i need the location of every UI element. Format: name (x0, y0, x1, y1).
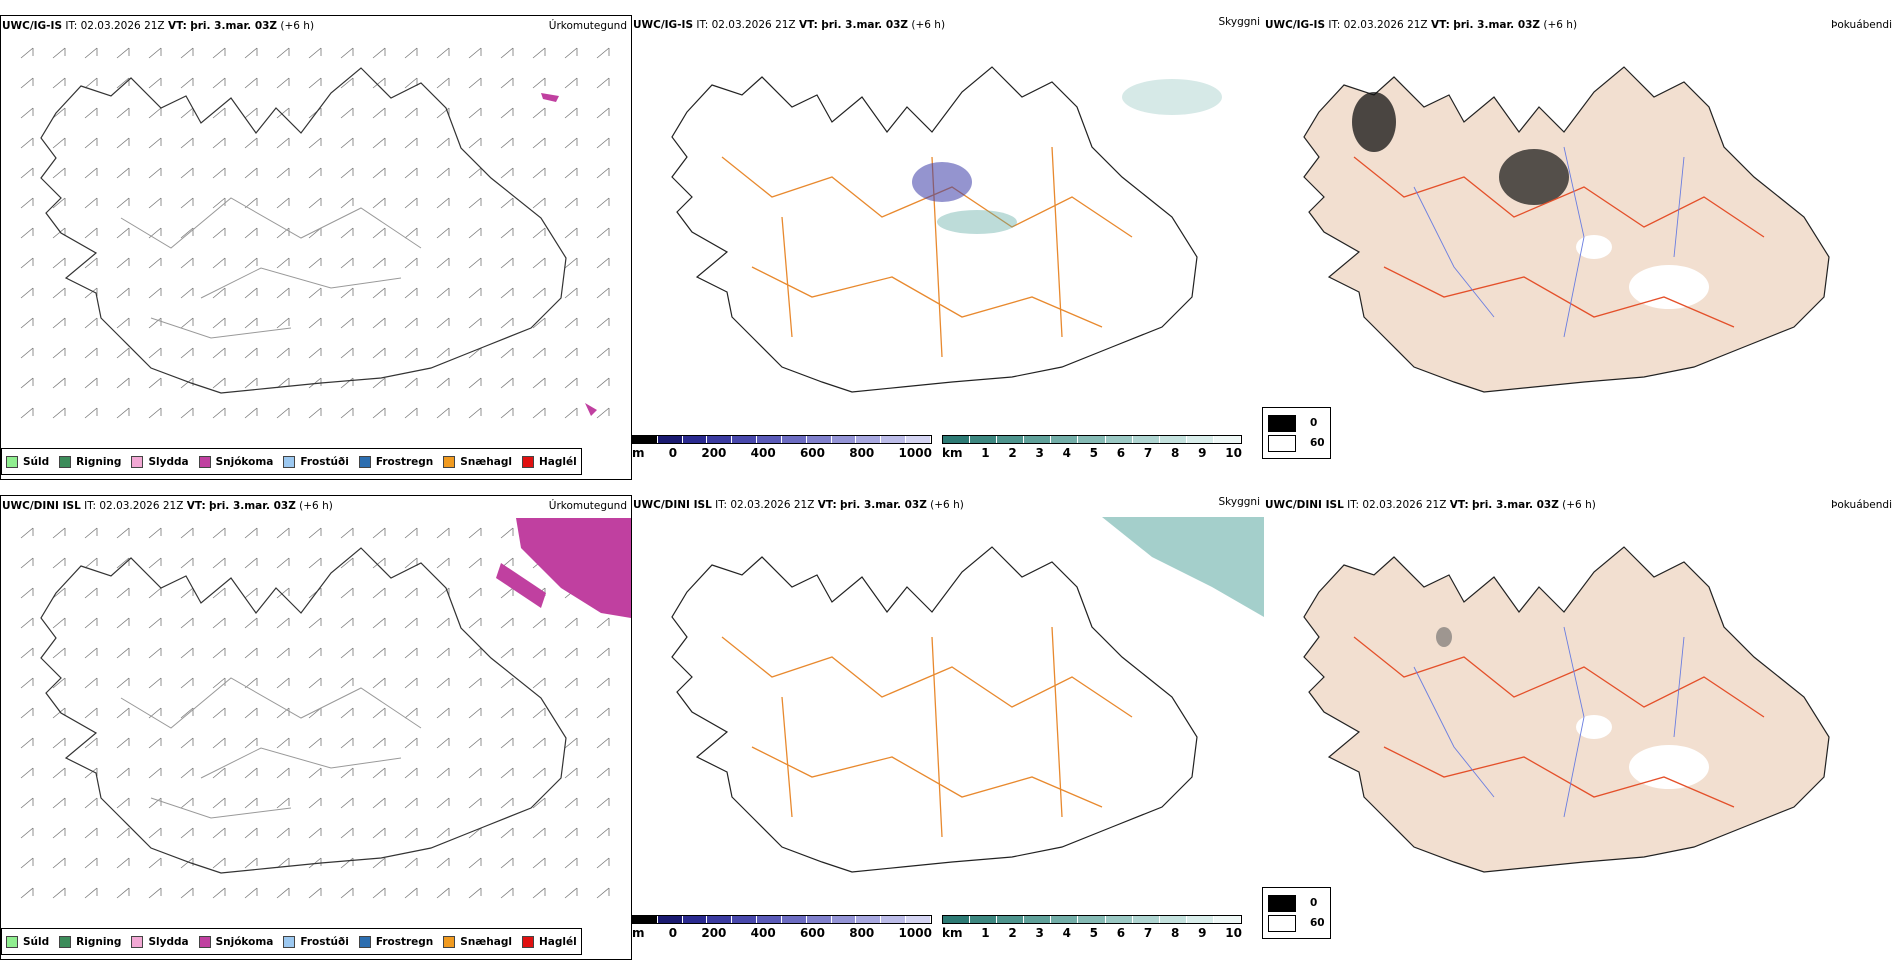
panel-title: Úrkomutegund (548, 20, 627, 32)
legend-item: Súld (6, 455, 50, 468)
iceland-cloud-map (671, 66, 1222, 393)
snow-area (496, 563, 546, 608)
legend-label: Súld (23, 455, 50, 468)
precip-type-legend: Súld Rigning Slydda Snjókoma Frostúði Frostre… (1, 448, 582, 475)
wind-barbs (20, 47, 610, 419)
legend-label: Snjókoma (215, 455, 274, 468)
panel-title: Skyggni (1218, 16, 1261, 28)
fog-index-key: 0 60 (1262, 407, 1331, 459)
legend-label: Frostregn (375, 935, 434, 948)
precip-type-panel-bottom: UWC/DINI ISL IT: 02.03.2026 21Z VT: þri.… (0, 495, 632, 960)
legend-label: Frostúði (300, 935, 349, 948)
ceiling-visibility-panel-top: UWC/IG-IS IT: 02.03.2026 21Z VT: þri. 3.… (632, 15, 1264, 480)
snow-area (516, 518, 631, 618)
legend-label: Rigning (76, 935, 122, 948)
legend-item: Frostregn (358, 455, 434, 468)
legend-item: Frostregn (358, 935, 434, 948)
panel-title: Þokuábendi (1831, 499, 1892, 511)
legend-label: Snæhagl (460, 935, 512, 948)
legend-item: Haglél (521, 935, 577, 948)
iceland-precip-map (20, 518, 631, 899)
panel-title: Skyggni (1218, 496, 1261, 508)
legend-swatch (358, 455, 371, 468)
panel-title: Úrkomutegund (548, 500, 627, 512)
precip-type-panel-top: UWC/IG-IS IT: 02.03.2026 21Z VT: þri. 3.… (0, 15, 632, 480)
legend-item: Snæhagl (443, 935, 512, 948)
legend-item: Frostúði (283, 455, 349, 468)
legend-swatch (443, 935, 456, 948)
iceland-cloud-map (671, 517, 1264, 873)
legend-swatch (59, 455, 72, 468)
legend-item: Haglél (521, 455, 577, 468)
legend-item: Frostúði (283, 935, 349, 948)
legend-swatch (59, 935, 72, 948)
legend-swatch (131, 455, 144, 468)
legend-swatch (443, 455, 456, 468)
panel-header: UWC/IG-IS IT: 02.03.2026 21Z VT: þri. 3.… (633, 19, 946, 31)
legend-item: Snjókoma (198, 935, 274, 948)
fog-index-panel-bottom: UWC/DINI ISL IT: 02.03.2026 21Z VT: þri.… (1262, 495, 1896, 960)
legend-label: Slydda (148, 935, 189, 948)
legend-swatch (521, 455, 534, 468)
legend-swatch (198, 455, 211, 468)
legend-label: Frostúði (300, 455, 349, 468)
legend-label: Haglél (538, 935, 577, 948)
legend-item: Súld (6, 935, 50, 948)
legend-swatch (521, 935, 534, 948)
panel-header: UWC/DINI ISL IT: 02.03.2026 21Z VT: þri.… (1265, 499, 1596, 511)
legend-item: Snjókoma (198, 455, 274, 468)
legend-swatch (283, 935, 296, 948)
ceiling-visibility-panel-bottom: UWC/DINI ISL IT: 02.03.2026 21Z VT: þri.… (632, 495, 1264, 960)
panel-header: UWC/IG-IS IT: 02.03.2026 21Z VT: þri. 3.… (2, 20, 315, 32)
legend-swatch (6, 935, 18, 948)
legend-item: Slydda (131, 455, 189, 468)
legend-swatch (198, 935, 211, 948)
legend-swatch (283, 455, 296, 468)
legend-label: Rigning (76, 455, 122, 468)
panel-header: UWC/DINI ISL IT: 02.03.2026 21Z VT: þri.… (633, 499, 964, 511)
wind-barbs (20, 527, 610, 899)
legend-item: Snæhagl (443, 455, 512, 468)
ceiling-colorbar: m 0 200 400 600 800 1000 (632, 435, 932, 460)
legend-label: Snjókoma (215, 935, 274, 948)
legend-label: Súld (23, 935, 50, 948)
fog-index-panel-top: UWC/IG-IS IT: 02.03.2026 21Z VT: þri. 3.… (1262, 15, 1896, 480)
panel-header: UWC/IG-IS IT: 02.03.2026 21Z VT: þri. 3.… (1265, 19, 1578, 31)
panel-title: Þokuábendi (1831, 19, 1892, 31)
legend-item: Slydda (131, 935, 189, 948)
legend-label: Frostregn (375, 455, 434, 468)
snow-patch (541, 93, 559, 102)
legend-label: Slydda (148, 455, 189, 468)
legend-label: Haglél (538, 455, 577, 468)
legend-item: Rigning (59, 455, 122, 468)
panel-header: UWC/DINI ISL IT: 02.03.2026 21Z VT: þri.… (2, 500, 333, 512)
precip-type-legend: Súld Rigning Slydda Snjókoma Frostúði Frostre… (1, 928, 582, 955)
legend-label: Snæhagl (460, 455, 512, 468)
iceland-fog-map (1303, 66, 1830, 393)
legend-swatch (6, 455, 18, 468)
legend-swatch (358, 935, 371, 948)
iceland-precip-map (20, 47, 610, 419)
iceland-fog-map (1303, 546, 1830, 873)
fog-index-key: 0 60 (1262, 887, 1331, 939)
snow-patch (585, 403, 597, 416)
ceiling-colorbar: m 0 200 400 600 800 1000 (632, 915, 932, 940)
legend-swatch (131, 935, 144, 948)
legend-item: Rigning (59, 935, 122, 948)
